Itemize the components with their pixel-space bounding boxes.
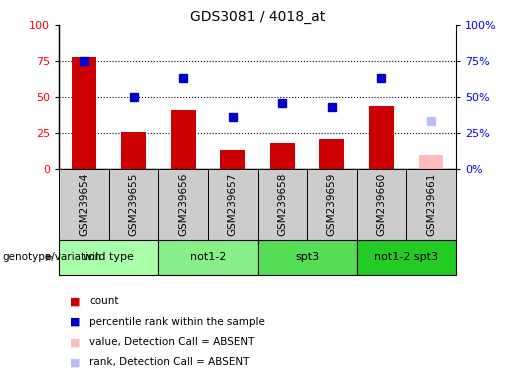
Bar <box>369 106 394 169</box>
Bar <box>356 240 456 275</box>
Text: GSM239654: GSM239654 <box>79 172 89 236</box>
Text: ■: ■ <box>70 296 80 306</box>
Text: ■: ■ <box>70 317 80 327</box>
Bar <box>356 169 406 240</box>
Bar <box>319 139 344 169</box>
Bar <box>220 150 245 169</box>
Bar <box>307 169 356 240</box>
Text: not1-2: not1-2 <box>190 252 226 262</box>
Text: ■: ■ <box>70 337 80 347</box>
Text: value, Detection Call = ABSENT: value, Detection Call = ABSENT <box>89 337 254 347</box>
Bar <box>109 169 159 240</box>
Text: percentile rank within the sample: percentile rank within the sample <box>89 317 265 327</box>
Text: not1-2 spt3: not1-2 spt3 <box>374 252 438 262</box>
Bar <box>121 131 146 169</box>
Text: GSM239659: GSM239659 <box>327 172 337 236</box>
Text: spt3: spt3 <box>295 252 319 262</box>
Bar <box>59 240 159 275</box>
Bar <box>270 143 295 169</box>
Text: GSM239660: GSM239660 <box>376 172 386 236</box>
Text: GSM239656: GSM239656 <box>178 172 188 236</box>
Text: rank, Detection Call = ABSENT: rank, Detection Call = ABSENT <box>89 358 249 367</box>
Bar <box>159 240 258 275</box>
Bar <box>159 169 208 240</box>
Text: GSM239658: GSM239658 <box>277 172 287 236</box>
Bar <box>208 169 258 240</box>
Text: genotype/variation: genotype/variation <box>3 252 101 262</box>
Text: GSM239655: GSM239655 <box>129 172 139 236</box>
Bar <box>72 56 96 169</box>
Bar <box>258 169 307 240</box>
Bar <box>59 169 109 240</box>
Text: GSM239661: GSM239661 <box>426 172 436 236</box>
Bar <box>171 110 196 169</box>
Bar <box>419 154 443 169</box>
Bar <box>258 240 356 275</box>
Text: wild type: wild type <box>83 252 134 262</box>
Bar <box>406 169 456 240</box>
Text: GSM239657: GSM239657 <box>228 172 238 236</box>
Text: GDS3081 / 4018_at: GDS3081 / 4018_at <box>190 10 325 23</box>
Text: ■: ■ <box>70 358 80 367</box>
Text: count: count <box>89 296 118 306</box>
